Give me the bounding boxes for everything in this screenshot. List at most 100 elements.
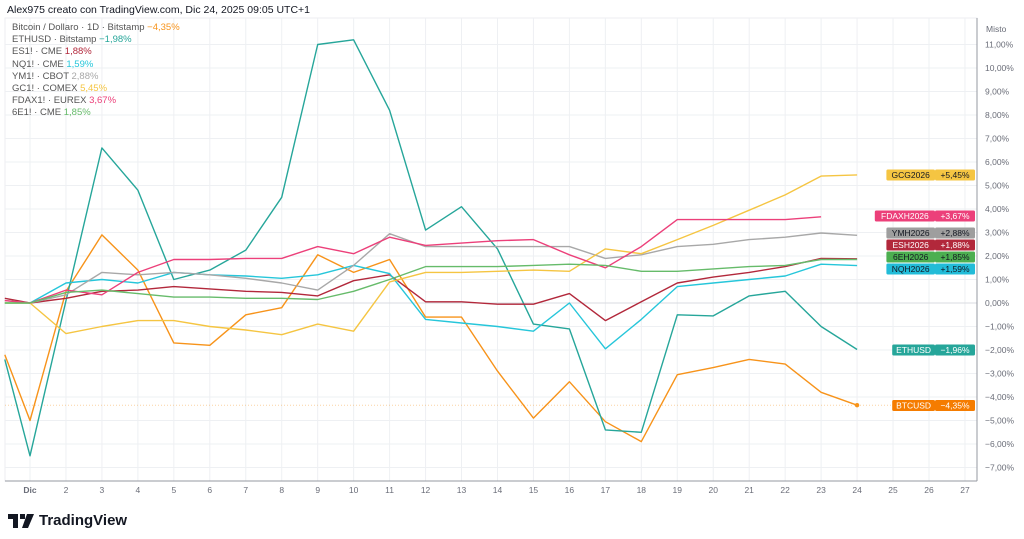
x-tick-label: 27	[960, 485, 970, 495]
x-tick-label: 25	[888, 485, 898, 495]
price-tag-btcusd: BTCUSD −4,35%	[892, 400, 975, 411]
y-tick-label: 3,00%	[985, 228, 1010, 238]
legend-item[interactable]: YM1! · CBOT 2,88%	[12, 71, 180, 83]
x-tick-label: 19	[673, 485, 683, 495]
x-tick-label: 3	[100, 485, 105, 495]
symbol-tag: GCG2026	[892, 170, 931, 180]
legend-change: 1,88%	[64, 46, 92, 58]
x-tick-label: 6	[207, 485, 212, 495]
y-tick-label: −4,00%	[985, 392, 1015, 402]
x-tick-label: 12	[421, 485, 431, 495]
value-tag-bg	[935, 400, 975, 411]
symbol-tag-bg	[892, 344, 935, 356]
x-tick-label: 2	[64, 485, 69, 495]
x-tick-label: 23	[816, 485, 826, 495]
series-line-ethusd	[4, 39, 858, 457]
series-line-nqh2026	[4, 263, 858, 350]
legend-symbol: Bitcoin / Dollaro · 1D · Bitstamp	[12, 22, 148, 33]
value-tag: +5,45%	[940, 170, 970, 180]
symbol-tag-bg	[886, 263, 935, 275]
symbol-tag: NQH2026	[892, 264, 930, 274]
symbol-tag-bg	[886, 169, 935, 181]
legend-item[interactable]: ES1! · CME 1,88%	[12, 46, 180, 58]
value-tag-bg	[935, 251, 975, 263]
legend: Bitcoin / Dollaro · 1D · Bitstamp −4,35%…	[12, 22, 180, 120]
y-tick-label: 5,00%	[985, 181, 1010, 191]
value-tag-bg	[935, 210, 975, 222]
value-tag-bg	[935, 239, 975, 251]
price-tag-fdaxh2026: FDAXH2026 +3,67%	[874, 210, 975, 222]
y-tick-label: 6,00%	[985, 157, 1010, 167]
series-line-ymh2026	[4, 232, 858, 304]
tradingview-logo[interactable]: TradingView	[8, 512, 127, 529]
brand-name: TradingView	[39, 512, 128, 529]
legend-item[interactable]: ETHUSD · Bitstamp −1,98%	[12, 34, 180, 46]
legend-symbol: 6E1! · CME	[12, 107, 64, 119]
y-tick-label: 10,00%	[985, 63, 1014, 73]
value-tag: −4,35%	[940, 401, 970, 411]
x-tick-label: 26	[924, 485, 934, 495]
y-tick-label: 9,00%	[985, 87, 1010, 97]
legend-change: 1,85%	[63, 107, 91, 119]
symbol-tag: FDAXH2026	[881, 211, 929, 221]
price-tag-gcg2026: GCG2026 +5,45%	[886, 169, 975, 181]
value-tag: +1,85%	[940, 252, 970, 262]
y-tick-label: 8,00%	[985, 110, 1010, 120]
y-tick-label: −2,00%	[985, 345, 1015, 355]
legend-change: 5,45%	[80, 83, 108, 95]
last-point-marker	[854, 403, 860, 408]
legend-symbol: GC1! · COMEX	[12, 83, 81, 95]
x-tick-label: 4	[136, 485, 141, 495]
symbol-tag-bg	[886, 239, 935, 251]
series-line-btcusd	[4, 234, 858, 443]
x-tick-label: 10	[349, 485, 359, 495]
value-tag-bg	[935, 263, 975, 275]
y-tick-label: −7,00%	[985, 463, 1015, 473]
x-tick-label: 13	[457, 485, 467, 495]
price-tag-6eh2026: 6EH2026 +1,85%	[886, 251, 975, 263]
symbol-tag-bg	[886, 251, 935, 263]
series-line-6eh2026	[4, 258, 858, 304]
scale-mode-label: Misto	[986, 24, 1007, 34]
price-tags: BTCUSD −4,35% ETHUSD −1,96% ESH2026 +1,88% NQH…	[874, 169, 975, 411]
x-tick-label: 15	[529, 485, 539, 495]
legend-item[interactable]: Bitcoin / Dollaro · 1D · Bitstamp −4,35%	[12, 22, 180, 34]
symbol-tag: BTCUSD	[896, 401, 931, 411]
x-tick-label: 5	[171, 485, 176, 495]
value-tag: +1,88%	[940, 240, 970, 250]
axes: Dic 2 3 4 5 6 7 8 9 10 11 12 13 14 15 16 17 18 19 20 21 22 23 2…	[5, 18, 1015, 495]
x-tick-label: 16	[565, 485, 575, 495]
legend-item[interactable]: GC1! · COMEX 5,45%	[12, 83, 180, 95]
symbol-tag: YMH2026	[892, 228, 930, 238]
symbol-tag: ETHUSD	[896, 345, 931, 355]
chart-title: Alex975 creato con TradingView.com, Dic …	[7, 4, 311, 16]
legend-change: 2,88%	[71, 70, 99, 82]
y-tick-label: 2,00%	[985, 251, 1010, 261]
value-tag-bg	[935, 169, 975, 181]
grid	[4, 17, 978, 482]
legend-symbol: FDAX1! · EUREX	[12, 95, 90, 107]
y-tick-label: 1,00%	[985, 275, 1010, 285]
x-tick-label: 21	[744, 485, 754, 495]
x-tick-label: 14	[493, 485, 503, 495]
price-tag-ethusd: ETHUSD −1,96%	[892, 344, 975, 356]
tradingview-logo-icon	[8, 513, 34, 528]
legend-symbol: NQ1! · CME	[12, 58, 67, 70]
x-tick-label: Dic	[23, 485, 37, 495]
legend-item[interactable]: NQ1! · CME 1,59%	[12, 59, 180, 71]
x-tick-label: 22	[780, 485, 790, 495]
symbol-tag-bg	[886, 227, 935, 239]
x-tick-label: 17	[601, 485, 611, 495]
series-line-gcg2026	[4, 174, 858, 336]
legend-item[interactable]: 6E1! · CME 1,85%	[12, 107, 180, 119]
y-tick-label: −1,00%	[985, 322, 1015, 332]
legend-item[interactable]: FDAX1! · EUREX 3,67%	[12, 95, 180, 107]
value-tag-bg	[935, 227, 975, 239]
series-lines	[4, 39, 860, 457]
y-tick-label: −3,00%	[985, 369, 1015, 379]
y-tick-label: 11,00%	[985, 40, 1014, 50]
legend-symbol: YM1! · CBOT	[12, 70, 72, 82]
legend-change: −1,98%	[99, 34, 132, 46]
symbol-tag-bg	[874, 210, 935, 222]
y-tick-label: 7,00%	[985, 134, 1010, 144]
